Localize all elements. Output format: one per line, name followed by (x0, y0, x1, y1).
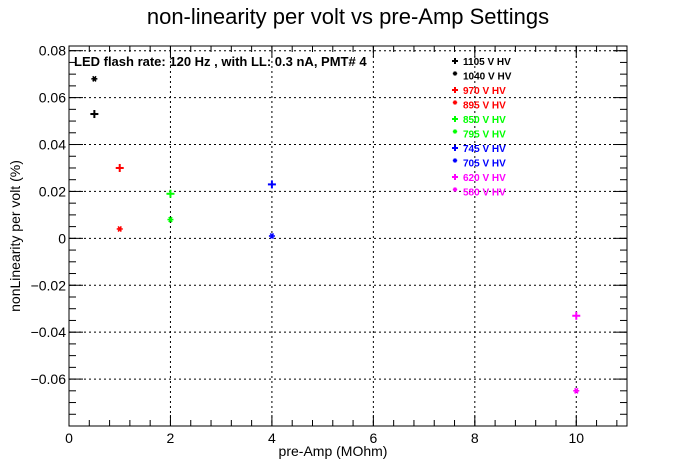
x-tick-label: 0 (65, 430, 73, 446)
y-tick-label: −0.04 (31, 324, 67, 340)
legend-marker (452, 158, 458, 163)
data-point (267, 180, 276, 189)
legend-marker (452, 87, 458, 93)
x-tick-label: 8 (471, 430, 479, 446)
legend-label: 745 V HV (463, 144, 506, 155)
x-tick-label: 6 (369, 430, 377, 446)
y-axis-label: nonLinearity per volt (%) (7, 160, 23, 312)
legend-label: 580 V HV (463, 188, 506, 199)
data-point (572, 311, 581, 320)
axis-tick-labels: 0 2 4 6 8 10 −0.06 −0.04 −0.02 0 0.02 0.04 0.06 0.08 (31, 43, 585, 446)
data-point (268, 233, 275, 239)
plot-frame (68, 45, 628, 427)
legend-marker (452, 58, 458, 64)
y-tick-label: −0.06 (31, 371, 67, 387)
x-tick-label: 4 (268, 430, 276, 446)
legend-label: 850 V HV (463, 115, 506, 126)
legend-marker (452, 129, 458, 134)
y-tick-label: 0.04 (39, 137, 66, 153)
y-tick-label: 0.06 (39, 90, 66, 106)
axis-ticks (68, 46, 627, 427)
legend-label: 620 V HV (463, 173, 506, 184)
grid (69, 46, 627, 426)
legend: 1105 V HV 1040 V HV 970 V HV 895 V HV 850 V … (452, 57, 512, 199)
legend-marker (452, 71, 458, 76)
y-tick-label: −0.02 (31, 277, 67, 293)
data-point (166, 189, 175, 198)
legend-label: 705 V HV (463, 159, 506, 170)
y-tick-label: 0.02 (39, 183, 66, 199)
data-point (167, 216, 174, 223)
data-point (573, 387, 580, 394)
x-axis-label: pre-Amp (MOhm) (279, 443, 388, 459)
y-tick-label: 0.08 (39, 43, 66, 59)
legend-label: 970 V HV (463, 86, 506, 97)
data-point (91, 75, 98, 82)
y-tick-label: 0 (58, 230, 66, 246)
data-markers (90, 75, 581, 394)
legend-marker (452, 100, 458, 105)
legend-marker (452, 174, 458, 180)
legend-marker (452, 145, 458, 151)
data-point (115, 163, 124, 172)
x-tick-label: 2 (167, 430, 175, 446)
chart-title: non-linearity per volt vs pre-Amp Settin… (147, 4, 549, 29)
data-point (90, 110, 99, 119)
chart-annotation: LED flash rate: 120 Hz , with LL: 0.3 nA… (74, 54, 367, 69)
legend-label: 795 V HV (463, 130, 506, 141)
data-point (116, 225, 123, 232)
legend-label: 895 V HV (463, 101, 506, 112)
legend-marker (452, 187, 458, 192)
legend-label: 1040 V HV (463, 72, 512, 83)
x-tick-label: 10 (568, 430, 584, 446)
legend-marker (452, 116, 458, 122)
legend-label: 1105 V HV (463, 57, 511, 68)
